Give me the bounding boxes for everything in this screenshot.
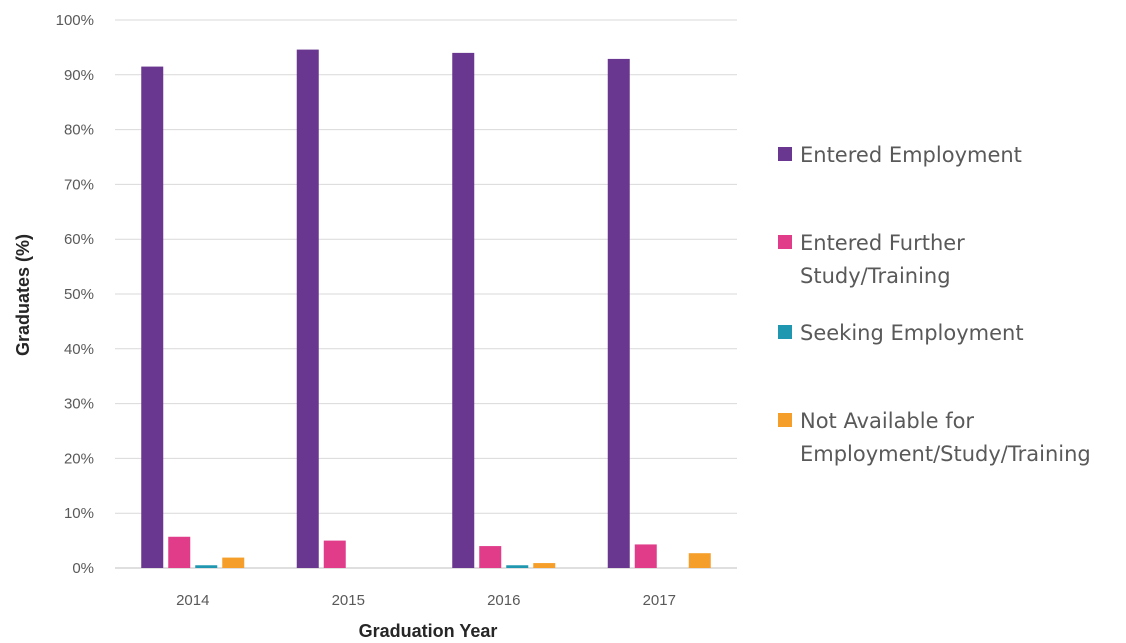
y-tick-label: 50% bbox=[64, 286, 94, 303]
x-axis-ticks: 2014 2015 2016 2017 bbox=[176, 592, 676, 609]
y-tick-label: 0% bbox=[72, 560, 94, 577]
y-tick-label: 40% bbox=[64, 341, 94, 358]
legend-label: Entered Employment bbox=[800, 143, 1022, 167]
legend-label: Entered Further bbox=[800, 231, 965, 255]
y-tick-label: 20% bbox=[64, 450, 94, 467]
y-axis-title: Graduates (%) bbox=[13, 234, 33, 356]
legend-label: Not Available for bbox=[800, 409, 974, 433]
x-tick-label: 2016 bbox=[487, 592, 520, 609]
legend-item: Not Available for Employment/Study/Traini… bbox=[778, 409, 1091, 466]
bar bbox=[533, 563, 556, 568]
y-tick-label: 30% bbox=[64, 396, 94, 413]
legend-swatch bbox=[778, 325, 792, 339]
bar bbox=[323, 540, 346, 568]
y-axis-ticks: 0% 10% 20% 30% 40% 50% 60% 70% 80% 90% 100% bbox=[56, 12, 94, 577]
x-tick-label: 2017 bbox=[643, 592, 676, 609]
bar bbox=[222, 557, 245, 568]
y-tick-label: 10% bbox=[64, 505, 94, 522]
legend-label: Seeking Employment bbox=[800, 321, 1024, 345]
legend-swatch bbox=[778, 147, 792, 161]
bar bbox=[479, 546, 502, 568]
x-tick-label: 2014 bbox=[176, 592, 209, 609]
bar bbox=[168, 536, 191, 568]
x-tick-label: 2015 bbox=[332, 592, 365, 609]
y-tick-label: 80% bbox=[64, 122, 94, 139]
gridlines bbox=[115, 19, 737, 569]
legend-swatch bbox=[778, 413, 792, 427]
legend-item: Seeking Employment bbox=[778, 321, 1024, 345]
y-tick-label: 100% bbox=[56, 12, 94, 29]
bar bbox=[141, 66, 164, 568]
legend-swatch bbox=[778, 235, 792, 249]
bar bbox=[452, 52, 475, 568]
y-tick-label: 60% bbox=[64, 231, 94, 248]
bar bbox=[506, 565, 529, 568]
bar bbox=[607, 58, 630, 569]
bar bbox=[634, 544, 657, 568]
legend-item: Entered Further Study/Training bbox=[778, 231, 965, 288]
legend: Entered Employment Entered Further Study/T… bbox=[778, 143, 1091, 466]
legend-item: Entered Employment bbox=[778, 143, 1022, 167]
y-tick-label: 90% bbox=[64, 67, 94, 84]
legend-label: Employment/Study/Training bbox=[800, 442, 1091, 466]
bar bbox=[688, 553, 711, 568]
legend-label: Study/Training bbox=[800, 264, 951, 288]
bars bbox=[141, 49, 711, 569]
x-axis-title: Graduation Year bbox=[359, 621, 498, 641]
bar bbox=[195, 565, 218, 568]
bar bbox=[296, 49, 319, 569]
y-tick-label: 70% bbox=[64, 176, 94, 193]
